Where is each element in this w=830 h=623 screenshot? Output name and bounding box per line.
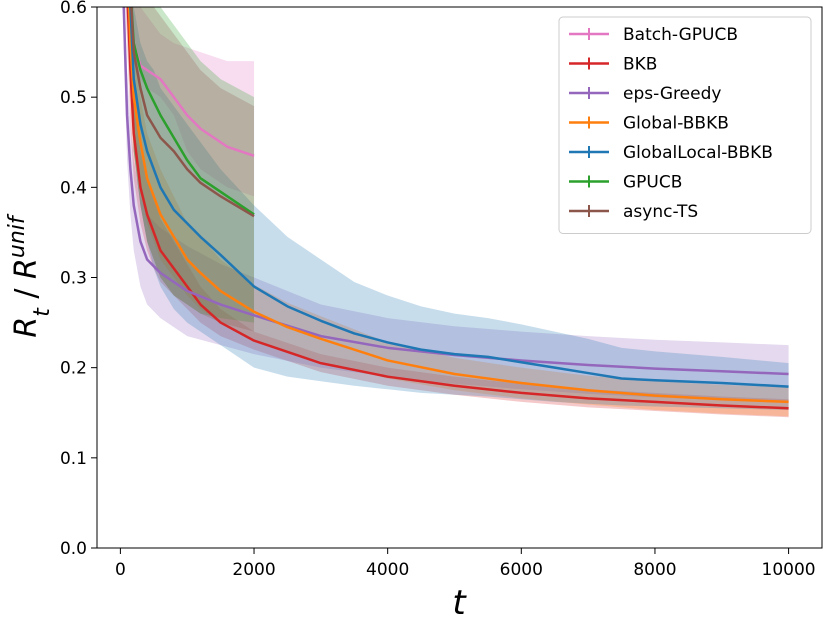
x-tick-label: 2000 <box>232 560 275 580</box>
confidence-band <box>127 7 789 417</box>
y-tick-label: 0.5 <box>60 88 87 108</box>
legend-label: BKB <box>623 55 657 75</box>
y-label-numerator: R <box>9 317 44 338</box>
y-tick-label: 0.6 <box>60 0 87 18</box>
y-tick-label: 0.3 <box>60 269 87 289</box>
x-tick-label: 8000 <box>633 560 676 580</box>
legend-label: Global-BBKB <box>623 114 729 134</box>
series-line <box>122 7 789 376</box>
svg-text:Rt / Runif: Rt / Runif <box>5 213 55 338</box>
series-line <box>129 7 789 388</box>
y-tick-label: 0.0 <box>60 539 87 559</box>
x-tick-label: 0 <box>115 560 126 580</box>
legend-item: async-TS <box>569 202 698 222</box>
y-label-separator: / <box>9 279 44 308</box>
y-label-numerator-sub: t <box>30 307 55 317</box>
x-axis-label: t <box>452 583 467 623</box>
x-tick-label: 4000 <box>366 560 409 580</box>
series-line <box>126 7 789 410</box>
y-tick-label: 0.1 <box>60 449 87 469</box>
legend-label: GPUCB <box>623 173 682 193</box>
legend-label: eps-Greedy <box>623 84 721 104</box>
y-tick-label: 0.4 <box>60 178 87 198</box>
legend-item: BKB <box>569 55 657 75</box>
series-line <box>130 7 255 218</box>
y-tick-label: 0.2 <box>60 359 87 379</box>
legend-item: eps-Greedy <box>569 84 721 104</box>
x-tick-label: 6000 <box>500 560 543 580</box>
y-label-denominator-sup: unif <box>5 213 30 258</box>
confidence-band <box>123 7 789 403</box>
confidence-band <box>130 7 255 323</box>
legend-item: Batch-GPUCB <box>569 25 738 45</box>
y-label-denominator: R <box>9 258 44 279</box>
legend: Batch-GPUCB BKB eps-Greedy Global-BBKB Globa… <box>558 16 812 234</box>
legend-box <box>558 16 812 234</box>
legend-label: Batch-GPUCB <box>623 25 738 45</box>
legend-item: GlobalLocal-BBKB <box>569 143 773 163</box>
x-tick-label: 10000 <box>762 560 816 580</box>
confidence-band <box>127 7 255 197</box>
legend-item: GPUCB <box>569 173 682 193</box>
series-line <box>127 7 789 404</box>
legend-label: async-TS <box>623 202 698 222</box>
series-line <box>130 7 255 216</box>
y-axis-label: Rt / Runif <box>5 213 55 338</box>
legend-item: Global-BBKB <box>569 114 729 134</box>
legend-label: GlobalLocal-BBKB <box>623 143 773 163</box>
